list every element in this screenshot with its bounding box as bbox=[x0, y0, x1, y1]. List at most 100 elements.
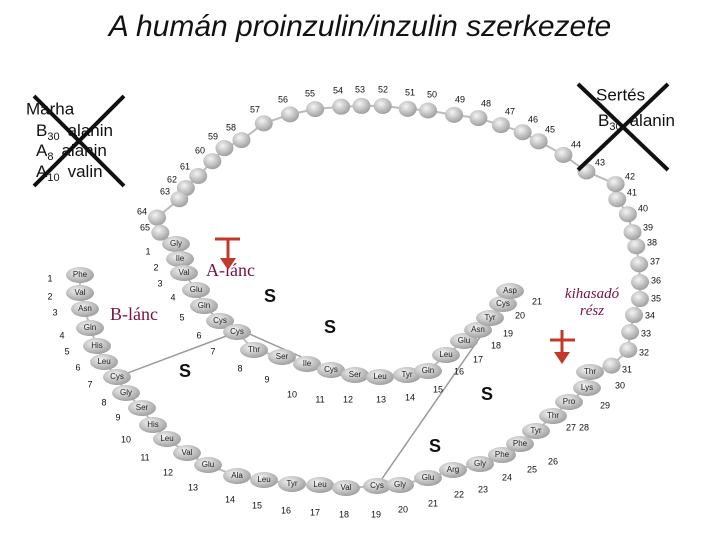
residue-number: 31 bbox=[622, 364, 632, 374]
residue bbox=[112, 385, 140, 401]
disulfide-label: S bbox=[481, 384, 493, 404]
residue-label: Ile bbox=[303, 359, 312, 368]
residue-number: 17 bbox=[310, 507, 320, 517]
residue-number: 23 bbox=[478, 484, 488, 494]
residue-number: 54 bbox=[333, 85, 343, 95]
residue bbox=[162, 236, 190, 252]
residue bbox=[306, 101, 325, 118]
residue-label: Ile bbox=[176, 254, 185, 263]
residue bbox=[153, 431, 181, 447]
residue-number: 38 bbox=[647, 237, 657, 247]
residue-number: 17 bbox=[473, 354, 483, 364]
disulfide-bond bbox=[116, 331, 238, 378]
residue-number: 25 bbox=[527, 464, 537, 474]
residue bbox=[293, 356, 321, 372]
residue bbox=[466, 456, 494, 472]
residue-number: 46 bbox=[528, 114, 538, 124]
residue-number: 27 bbox=[566, 422, 576, 432]
cross-line bbox=[576, 82, 670, 172]
residue bbox=[489, 296, 517, 312]
residue-label: Ser bbox=[349, 370, 362, 379]
arrow-head bbox=[220, 258, 236, 270]
residue-number: 20 bbox=[515, 310, 525, 320]
residue bbox=[630, 256, 649, 273]
residue-label: Phe bbox=[73, 270, 88, 279]
residue bbox=[71, 301, 99, 317]
residue-number: 14 bbox=[405, 392, 415, 402]
residue bbox=[223, 468, 251, 484]
residue bbox=[602, 357, 621, 374]
residue-label: Leu bbox=[439, 350, 452, 359]
residue-number: 11 bbox=[315, 394, 324, 404]
residue bbox=[445, 106, 464, 123]
residue bbox=[173, 445, 201, 461]
a-chain-label: A-lánc bbox=[206, 260, 255, 280]
residue-label: Gly bbox=[120, 388, 132, 397]
residue-number: 37 bbox=[650, 256, 660, 266]
residue-number: 61 bbox=[180, 161, 190, 171]
residue-label: Ser bbox=[136, 403, 149, 412]
residue bbox=[619, 341, 638, 358]
chain: A bbox=[36, 162, 48, 181]
residue-number: 8 bbox=[101, 397, 106, 407]
chain: B bbox=[36, 121, 47, 140]
residue bbox=[555, 394, 583, 410]
residue-label: Glu bbox=[422, 473, 434, 482]
residue-label: Phe bbox=[495, 450, 510, 459]
residue-number: 19 bbox=[371, 509, 381, 519]
residue bbox=[280, 106, 299, 123]
residue-number: 39 bbox=[643, 222, 653, 232]
position: 8 bbox=[47, 151, 53, 163]
residue bbox=[366, 369, 394, 385]
residue-number: 5 bbox=[179, 312, 184, 322]
residue-label: Arg bbox=[447, 465, 459, 474]
cleaved-label: kihasadó rész bbox=[564, 286, 620, 319]
residue bbox=[76, 320, 104, 336]
residue-number: 56 bbox=[278, 94, 288, 104]
residue bbox=[606, 176, 625, 193]
residue bbox=[618, 206, 637, 223]
residue-number: 10 bbox=[287, 389, 297, 399]
residue-number: 43 bbox=[595, 157, 605, 167]
residue bbox=[66, 285, 94, 301]
residue-number: 28 bbox=[579, 422, 589, 432]
residue-number: 64 bbox=[137, 206, 147, 216]
residue bbox=[621, 323, 640, 340]
residue-label: Val bbox=[341, 483, 352, 492]
residue-number: 14 bbox=[225, 494, 235, 504]
position: 30 bbox=[609, 121, 621, 133]
residue bbox=[608, 191, 627, 208]
residue bbox=[496, 283, 524, 299]
residue-number: 32 bbox=[639, 347, 649, 357]
residue bbox=[625, 307, 644, 324]
residue-label: Ser bbox=[276, 352, 289, 361]
residue bbox=[223, 324, 251, 340]
residue-number: 4 bbox=[170, 292, 175, 302]
residue-label: Gln bbox=[422, 366, 434, 375]
note-line: A10 valin bbox=[36, 162, 103, 183]
residue-number: 13 bbox=[188, 482, 198, 492]
residue-number: 59 bbox=[208, 131, 218, 141]
crosses bbox=[32, 82, 670, 188]
residue bbox=[250, 472, 278, 488]
residue-number: 63 bbox=[160, 186, 170, 196]
residue bbox=[103, 369, 131, 385]
residue-label: Glu bbox=[190, 285, 202, 294]
residue bbox=[432, 347, 460, 363]
residue-label: Gln bbox=[198, 301, 210, 310]
residue-label: Cys bbox=[213, 316, 227, 325]
residue: alanin bbox=[61, 141, 106, 160]
residue-label: Phe bbox=[513, 439, 528, 448]
arrows bbox=[215, 237, 575, 364]
residue-label: Cys bbox=[110, 372, 124, 381]
chain: B bbox=[598, 111, 609, 130]
disulfide-label: S bbox=[324, 317, 336, 337]
residue bbox=[352, 97, 371, 114]
residue-number: 62 bbox=[167, 174, 177, 184]
residue bbox=[306, 477, 334, 493]
residue-number: 2 bbox=[47, 291, 52, 301]
residue-label: Asn bbox=[78, 304, 92, 313]
disulfide-label: S bbox=[264, 286, 276, 306]
residue bbox=[623, 224, 642, 241]
residue bbox=[194, 457, 222, 473]
